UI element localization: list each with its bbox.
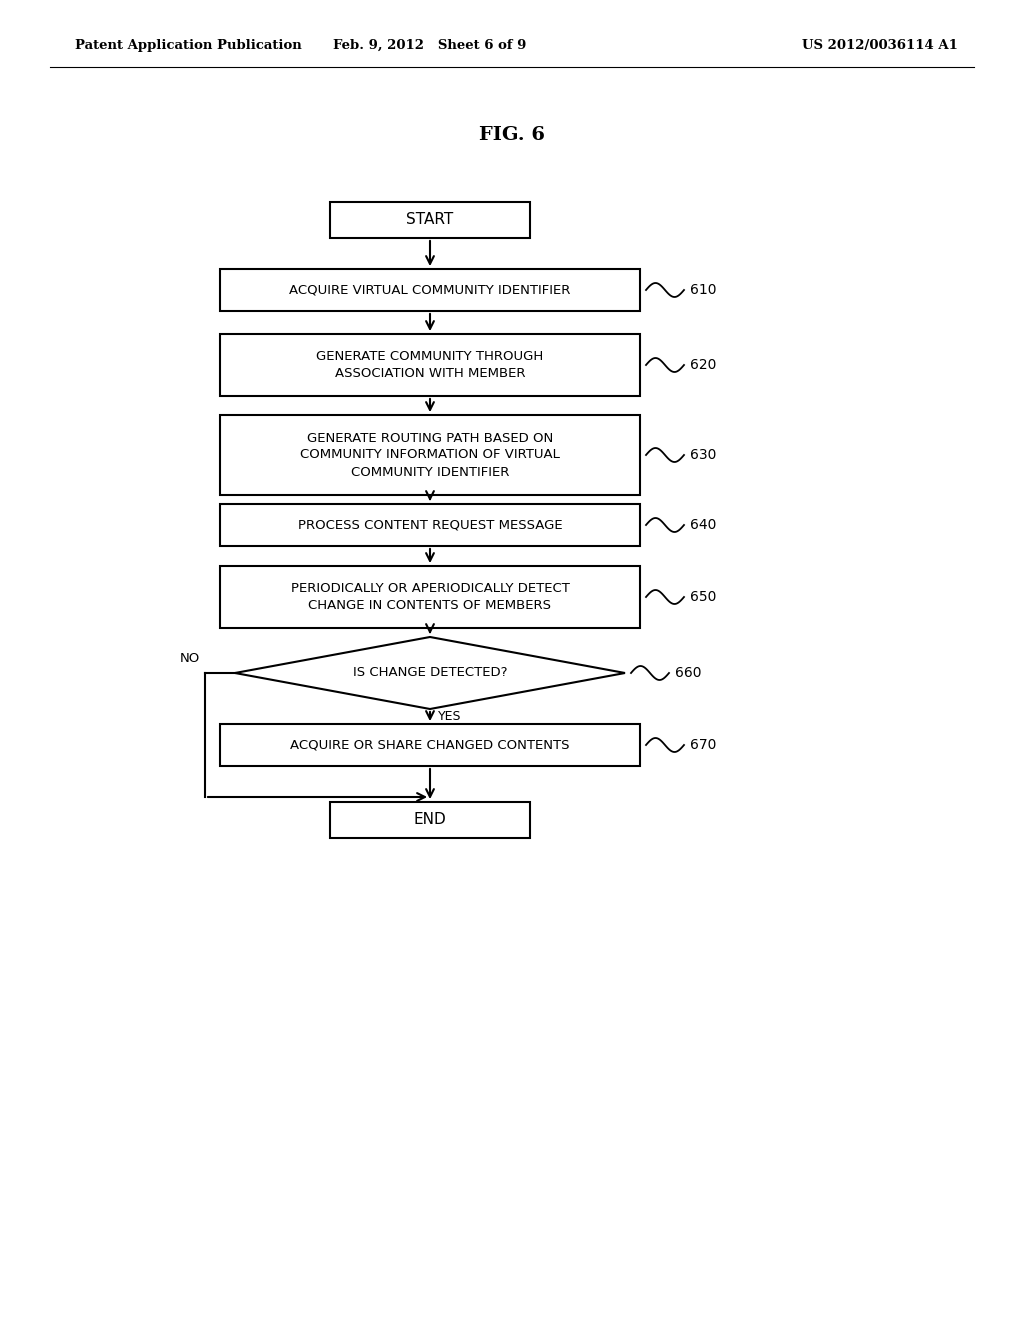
Text: NO: NO: [180, 652, 200, 665]
Bar: [220, 334, 640, 396]
Text: ACQUIRE OR SHARE CHANGED CONTENTS: ACQUIRE OR SHARE CHANGED CONTENTS: [290, 738, 569, 751]
Text: 610: 610: [690, 282, 717, 297]
Text: 620: 620: [690, 358, 717, 372]
Bar: [220, 723, 640, 766]
Text: END: END: [414, 813, 446, 828]
Text: ACQUIRE VIRTUAL COMMUNITY IDENTIFIER: ACQUIRE VIRTUAL COMMUNITY IDENTIFIER: [290, 284, 570, 297]
Text: START: START: [407, 213, 454, 227]
Text: YES: YES: [438, 710, 462, 723]
Text: 640: 640: [690, 517, 717, 532]
Bar: [220, 504, 640, 546]
FancyBboxPatch shape: [330, 803, 530, 838]
Text: 670: 670: [690, 738, 717, 752]
Bar: [220, 566, 640, 628]
FancyBboxPatch shape: [330, 202, 530, 238]
Polygon shape: [234, 638, 625, 709]
Text: 650: 650: [690, 590, 717, 605]
Text: PERIODICALLY OR APERIODICALLY DETECT
CHANGE IN CONTENTS OF MEMBERS: PERIODICALLY OR APERIODICALLY DETECT CHA…: [291, 582, 569, 612]
Text: 630: 630: [690, 447, 717, 462]
Text: Feb. 9, 2012   Sheet 6 of 9: Feb. 9, 2012 Sheet 6 of 9: [334, 38, 526, 51]
Text: PROCESS CONTENT REQUEST MESSAGE: PROCESS CONTENT REQUEST MESSAGE: [298, 519, 562, 532]
Text: US 2012/0036114 A1: US 2012/0036114 A1: [802, 38, 957, 51]
Text: IS CHANGE DETECTED?: IS CHANGE DETECTED?: [352, 667, 507, 680]
Text: GENERATE COMMUNITY THROUGH
ASSOCIATION WITH MEMBER: GENERATE COMMUNITY THROUGH ASSOCIATION W…: [316, 350, 544, 380]
Text: FIG. 6: FIG. 6: [479, 125, 545, 144]
Text: GENERATE ROUTING PATH BASED ON
COMMUNITY INFORMATION OF VIRTUAL
COMMUNITY IDENTI: GENERATE ROUTING PATH BASED ON COMMUNITY…: [300, 432, 560, 479]
Bar: [220, 414, 640, 495]
Text: 660: 660: [675, 667, 701, 680]
Text: Patent Application Publication: Patent Application Publication: [75, 38, 302, 51]
Bar: [220, 269, 640, 312]
